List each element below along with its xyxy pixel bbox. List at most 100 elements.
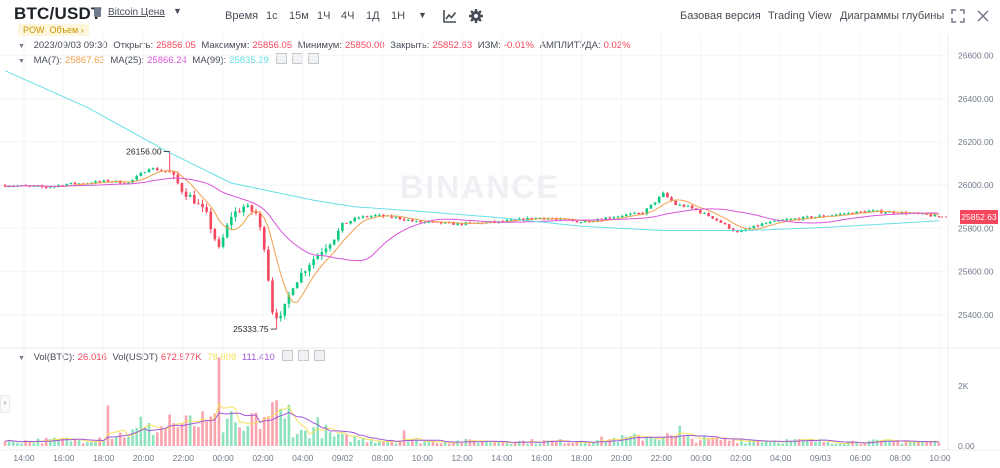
- volume-bar: [324, 424, 328, 446]
- pow-tag[interactable]: POW Объем ›: [18, 24, 89, 36]
- volume-bar: [213, 413, 217, 446]
- hide-eye-icon[interactable]: [282, 350, 294, 361]
- view-depth[interactable]: Диаграммы глубины: [840, 10, 945, 22]
- candle-body: [460, 223, 464, 225]
- candle-body: [653, 202, 657, 205]
- low-marker-label: 25333.75: [233, 324, 269, 334]
- candle-body: [213, 229, 217, 240]
- volume-bar: [888, 440, 891, 446]
- volume-bar: [415, 439, 418, 446]
- volume-bar: [287, 404, 291, 446]
- price-page-link[interactable]: Bitcoin Цена: [108, 7, 165, 18]
- time-tick-label: 10:00: [929, 453, 951, 463]
- candle-body: [649, 204, 653, 209]
- volume-bar: [550, 440, 554, 446]
- volume-bar: [295, 433, 299, 446]
- volume-bar: [884, 439, 887, 446]
- tab-1h[interactable]: 1Ч: [317, 10, 331, 22]
- view-basic[interactable]: Базовая версия: [680, 10, 761, 22]
- candle-body: [863, 211, 867, 213]
- tab-1s[interactable]: 1с: [266, 10, 278, 22]
- caret-down-icon[interactable]: ▼: [173, 6, 182, 16]
- close-value: 25852.63: [432, 40, 473, 51]
- candle-body: [727, 224, 731, 229]
- time-tick-label: 09/03: [810, 453, 832, 463]
- time-tick-label: 16:00: [53, 453, 75, 463]
- hide-eye-icon[interactable]: [276, 53, 288, 64]
- candle-body: [789, 218, 793, 220]
- vol-ma10-value: 111.410: [241, 352, 275, 363]
- volume-tag[interactable]: Объем ›: [49, 25, 84, 35]
- volume-bar: [518, 440, 521, 446]
- volume-bar: [53, 437, 56, 446]
- candle-body: [707, 213, 710, 217]
- candle-body: [271, 280, 274, 313]
- view-tradingview[interactable]: Trading View: [768, 10, 832, 22]
- candle-body: [353, 217, 357, 222]
- volume-bar: [921, 441, 924, 446]
- collapse-icon[interactable]: ▼: [18, 43, 25, 50]
- candle-body: [559, 218, 562, 220]
- remove-icon[interactable]: [314, 350, 326, 361]
- volume-bar: [818, 439, 821, 446]
- volume-bar: [612, 438, 616, 446]
- fullscreen-icon[interactable]: [951, 9, 965, 23]
- change-label: ИЗМ:: [477, 40, 501, 51]
- expand-panel-icon[interactable]: ›: [0, 395, 10, 413]
- volume-bar: [892, 441, 895, 446]
- volume-bar: [633, 433, 636, 446]
- volume-bar: [164, 428, 167, 446]
- tab-4h[interactable]: 4Ч: [341, 10, 355, 22]
- volume-bar: [571, 442, 575, 446]
- tab-time[interactable]: Время: [225, 10, 259, 22]
- volume-ma10-line: [5, 411, 939, 444]
- close-icon[interactable]: [976, 9, 990, 23]
- volume-bar: [201, 411, 204, 446]
- triangle-down-icon[interactable]: ▼: [418, 10, 427, 20]
- time-tick-label: 02:00: [252, 453, 274, 463]
- candle-body: [312, 259, 315, 266]
- volume-bar: [336, 433, 340, 446]
- time-tick-label: 04:00: [770, 453, 792, 463]
- candle-body: [246, 205, 250, 207]
- candle-body: [855, 211, 858, 214]
- candle-body: [666, 192, 669, 198]
- candle-body: [69, 182, 73, 185]
- candle-body: [131, 179, 134, 183]
- remove-icon[interactable]: [308, 53, 320, 64]
- candle-body: [188, 194, 192, 197]
- volume-bar: [61, 438, 64, 446]
- candle-body: [550, 218, 554, 220]
- volume-bar: [258, 428, 262, 446]
- candle-body: [225, 225, 229, 238]
- volume-bar: [929, 441, 933, 446]
- collapse-icon[interactable]: ▼: [18, 355, 25, 362]
- ma25-line: [5, 177, 939, 262]
- volume-bar: [493, 441, 496, 446]
- volume-bar: [904, 442, 908, 446]
- tab-1d[interactable]: 1Д: [366, 10, 380, 22]
- collapse-icon[interactable]: ▼: [18, 58, 25, 65]
- volume-bar: [419, 443, 422, 446]
- volume-bar: [448, 443, 451, 446]
- candle-body: [258, 213, 262, 228]
- volume-bar: [151, 434, 155, 446]
- volume-bar: [624, 436, 628, 446]
- volume-bar: [291, 437, 295, 446]
- candle-body: [234, 211, 237, 217]
- volume-bar: [439, 443, 443, 446]
- volume-bar: [386, 441, 389, 446]
- time-tick-label: 00:00: [212, 453, 234, 463]
- chart-indicators-icon[interactable]: [442, 8, 458, 24]
- tab-1w[interactable]: 1Н: [391, 10, 406, 22]
- volume-bar: [526, 443, 529, 446]
- volume-bar: [740, 439, 743, 446]
- tab-15m[interactable]: 15м: [289, 10, 309, 22]
- candle-body: [530, 217, 533, 220]
- settings-icon[interactable]: [298, 350, 310, 361]
- candle-body: [44, 186, 48, 188]
- gear-icon[interactable]: [468, 8, 484, 24]
- candle-body: [805, 216, 809, 218]
- candle-body: [230, 216, 233, 226]
